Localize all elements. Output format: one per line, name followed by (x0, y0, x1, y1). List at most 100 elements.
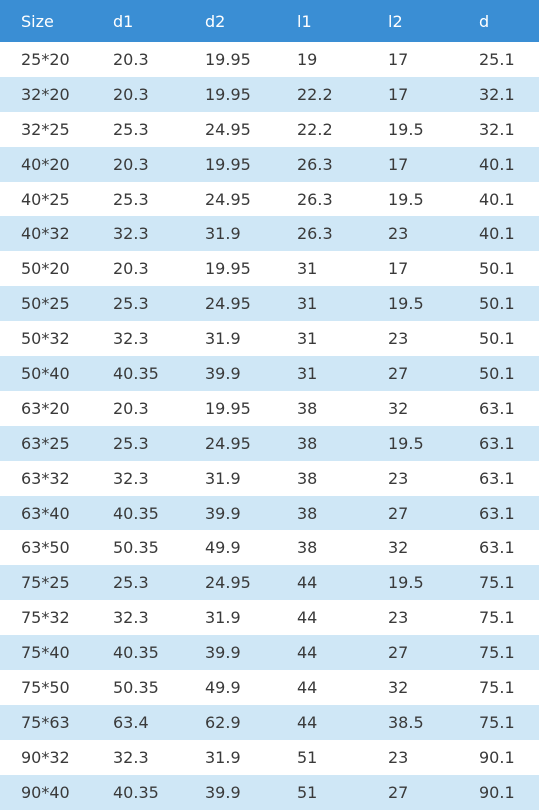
cell-size: 75*40 (0, 635, 92, 671)
cell-l2: 19.5 (367, 111, 458, 147)
table-row: 40*20 20.3 19.95 26.3 17 40.1 (0, 146, 539, 182)
cell-l1: 44 (276, 670, 367, 705)
cell-d1: 32.3 (92, 216, 184, 252)
cell-d2: 31.9 (184, 460, 276, 496)
column-header-size: Size (0, 0, 92, 42)
cell-d1: 32.3 (92, 460, 184, 496)
table-row: 50*32 32.3 31.9 31 23 50.1 (0, 321, 539, 357)
cell-d: 40.1 (458, 216, 539, 252)
table-row: 25*20 20.3 19.95 19 17 25.1 (0, 42, 539, 77)
cell-d: 75.1 (458, 704, 539, 740)
table-row: 75*40 40.35 39.9 44 27 75.1 (0, 635, 539, 671)
cell-d2: 31.9 (184, 216, 276, 252)
cell-d2: 24.95 (184, 425, 276, 461)
header-row: Size d1 d2 l1 l2 d (0, 0, 539, 42)
cell-d2: 19.95 (184, 251, 276, 287)
cell-size: 63*25 (0, 425, 92, 461)
cell-l1: 26.3 (276, 146, 367, 182)
cell-d1: 25.3 (92, 286, 184, 322)
cell-l1: 44 (276, 635, 367, 671)
table-row: 50*20 20.3 19.95 31 17 50.1 (0, 251, 539, 287)
cell-l1: 26.3 (276, 181, 367, 217)
cell-d2: 19.95 (184, 76, 276, 112)
cell-d: 90.1 (458, 739, 539, 775)
cell-d2: 24.95 (184, 286, 276, 322)
cell-l1: 51 (276, 739, 367, 775)
cell-l2: 27 (367, 495, 458, 531)
cell-l1: 31 (276, 251, 367, 287)
cell-l2: 17 (367, 76, 458, 112)
cell-l1: 38 (276, 425, 367, 461)
cell-size: 50*40 (0, 356, 92, 391)
cell-d1: 40.35 (92, 356, 184, 391)
cell-d2: 49.9 (184, 530, 276, 566)
cell-l2: 17 (367, 146, 458, 182)
table-row: 63*50 50.35 49.9 38 32 63.1 (0, 530, 539, 566)
cell-l1: 31 (276, 321, 367, 357)
cell-size: 40*25 (0, 181, 92, 217)
cell-l1: 19 (276, 42, 367, 77)
cell-d1: 20.3 (92, 146, 184, 182)
cell-size: 63*20 (0, 390, 92, 426)
cell-d: 63.1 (458, 460, 539, 496)
column-header-l1: l1 (276, 0, 367, 42)
cell-d2: 19.95 (184, 390, 276, 426)
table-row: 40*32 32.3 31.9 26.3 23 40.1 (0, 216, 539, 252)
cell-l2: 32 (367, 390, 458, 426)
cell-size: 90*32 (0, 739, 92, 775)
table-row: 63*25 25.3 24.95 38 19.5 63.1 (0, 425, 539, 461)
cell-l1: 31 (276, 286, 367, 322)
cell-l1: 31 (276, 356, 367, 391)
cell-d: 75.1 (458, 600, 539, 636)
cell-d1: 40.35 (92, 774, 184, 810)
cell-d1: 25.3 (92, 565, 184, 601)
cell-size: 75*50 (0, 670, 92, 705)
cell-size: 32*25 (0, 111, 92, 147)
cell-size: 63*40 (0, 495, 92, 531)
cell-l2: 27 (367, 635, 458, 671)
cell-l2: 19.5 (367, 181, 458, 217)
cell-l2: 17 (367, 42, 458, 77)
cell-d2: 19.95 (184, 146, 276, 182)
column-header-d: d (458, 0, 539, 42)
cell-d: 32.1 (458, 76, 539, 112)
cell-size: 75*63 (0, 704, 92, 740)
cell-d1: 20.3 (92, 251, 184, 287)
cell-d: 75.1 (458, 565, 539, 601)
cell-l2: 32 (367, 670, 458, 705)
cell-size: 40*20 (0, 146, 92, 182)
table-body: 25*20 20.3 19.95 19 17 25.1 32*20 20.3 19.95 22.2… (0, 42, 539, 810)
table-row: 90*32 32.3 31.9 51 23 90.1 (0, 739, 539, 775)
cell-d1: 63.4 (92, 704, 184, 740)
cell-l2: 23 (367, 321, 458, 357)
cell-d1: 32.3 (92, 739, 184, 775)
cell-size: 50*25 (0, 286, 92, 322)
cell-d2: 39.9 (184, 635, 276, 671)
cell-d: 50.1 (458, 286, 539, 322)
cell-d: 40.1 (458, 181, 539, 217)
cell-l1: 22.2 (276, 111, 367, 147)
cell-l1: 38 (276, 495, 367, 531)
table-row: 32*20 20.3 19.95 22.2 17 32.1 (0, 76, 539, 112)
cell-l2: 19.5 (367, 286, 458, 322)
cell-l2: 23 (367, 600, 458, 636)
cell-size: 75*32 (0, 600, 92, 636)
cell-l2: 38.5 (367, 704, 458, 740)
cell-l1: 22.2 (276, 76, 367, 112)
table-header: Size d1 d2 l1 l2 d (0, 0, 539, 42)
cell-d2: 24.95 (184, 181, 276, 217)
cell-d: 32.1 (458, 111, 539, 147)
cell-d1: 25.3 (92, 425, 184, 461)
cell-l1: 51 (276, 774, 367, 810)
cell-d2: 19.95 (184, 42, 276, 77)
cell-d2: 39.9 (184, 356, 276, 391)
cell-d: 50.1 (458, 251, 539, 287)
table-row: 63*20 20.3 19.95 38 32 63.1 (0, 390, 539, 426)
cell-d2: 24.95 (184, 111, 276, 147)
cell-d1: 25.3 (92, 181, 184, 217)
cell-d1: 32.3 (92, 321, 184, 357)
table-row: 50*25 25.3 24.95 31 19.5 50.1 (0, 286, 539, 322)
table-row: 75*25 25.3 24.95 44 19.5 75.1 (0, 565, 539, 601)
cell-d2: 39.9 (184, 774, 276, 810)
cell-d1: 20.3 (92, 42, 184, 77)
